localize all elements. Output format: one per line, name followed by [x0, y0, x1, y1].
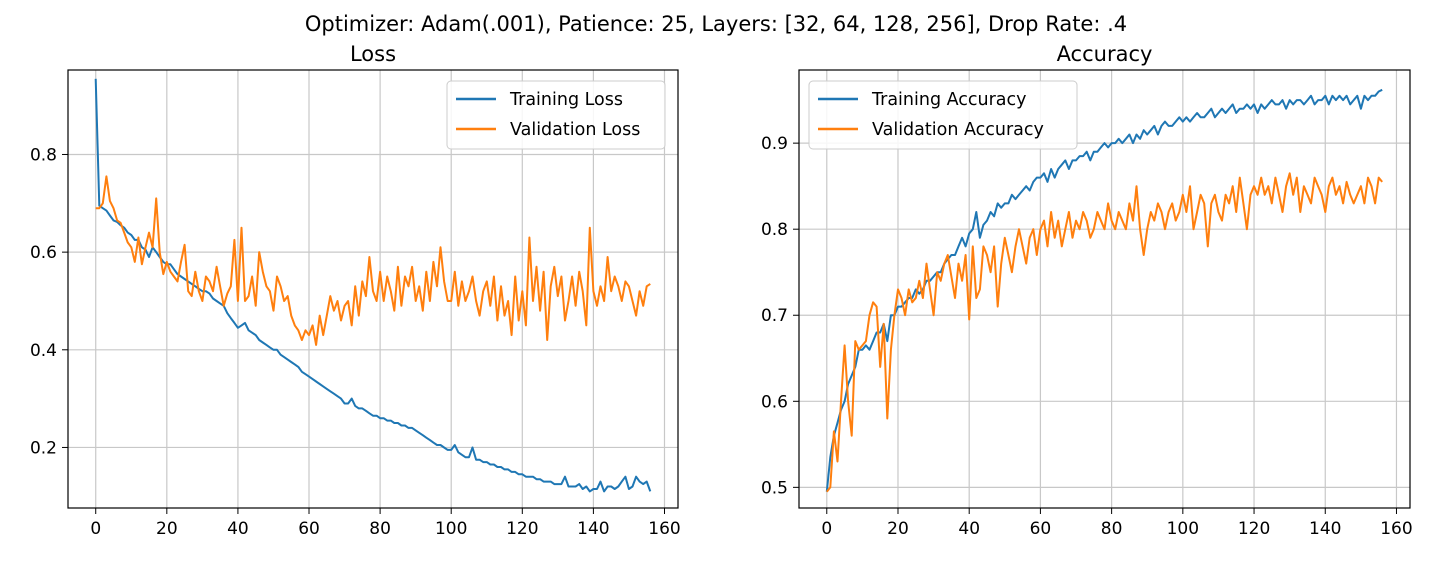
loss-y-tick-label: 0.2 — [30, 438, 57, 458]
loss-y-tick-label: 0.8 — [30, 145, 57, 165]
accuracy-x-tick-label: 0 — [821, 519, 832, 539]
loss-x-tick-label: 140 — [577, 519, 609, 539]
accuracy-x-tick-label: 160 — [1380, 519, 1412, 539]
loss-axes-frame — [67, 69, 679, 509]
loss-x-tick-label: 20 — [156, 519, 178, 539]
accuracy-y-tick-label: 0.5 — [761, 478, 788, 498]
accuracy-x-tick-label: 40 — [958, 519, 980, 539]
accuracy-x-tick-label: 100 — [1167, 519, 1199, 539]
accuracy-chart-title: Accuracy — [1057, 42, 1153, 66]
accuracy-y-tick-label: 0.7 — [761, 306, 788, 326]
loss-x-tick-label: 120 — [506, 519, 538, 539]
accuracy-x-tick-label: 140 — [1309, 519, 1341, 539]
loss-y-tick-label: 0.4 — [30, 341, 57, 361]
accuracy-x-tick-label: 80 — [1101, 519, 1123, 539]
accuracy-series-training-line — [825, 88, 1383, 492]
accuracy-legend-label: Training Accuracy — [871, 90, 1027, 110]
loss-legend: Training Loss Validation Loss — [446, 80, 666, 150]
loss-legend-label: Validation Loss — [510, 120, 640, 140]
loss-y-tick-label: 0.6 — [30, 243, 57, 263]
accuracy-x-tick-label: 120 — [1238, 519, 1270, 539]
loss-legend-label: Training Loss — [509, 90, 623, 110]
accuracy-subplot: Accuracy 0 20 40 60 80 100 120 140 160 0.5 0.6 0.7 0.… — [761, 42, 1413, 539]
loss-x-tick-label: 160 — [648, 519, 680, 539]
accuracy-x-tick-label: 20 — [887, 519, 909, 539]
loss-subplot: Loss 0 20 40 60 80 100 120 140 160 0.2 0.4 0.6 0.8 Tra… — [30, 42, 681, 539]
loss-x-tick-label: 0 — [90, 519, 101, 539]
accuracy-y-tick-label: 0.6 — [761, 392, 788, 412]
accuracy-legend: Training Accuracy Validation Accuracy — [808, 80, 1078, 150]
loss-x-tick-label: 80 — [369, 519, 391, 539]
accuracy-series-validation-line — [826, 172, 1383, 493]
accuracy-legend-box — [808, 80, 1078, 150]
accuracy-y-tick-label: 0.8 — [761, 220, 788, 240]
accuracy-legend-label: Validation Accuracy — [872, 120, 1044, 140]
loss-x-tick-label: 60 — [298, 519, 320, 539]
loss-series-validation-line — [95, 175, 651, 346]
accuracy-x-tick-label: 60 — [1030, 519, 1052, 539]
accuracy-y-tick-label: 0.9 — [761, 134, 788, 154]
loss-x-tick-label: 40 — [227, 519, 249, 539]
accuracy-axes-frame — [798, 69, 1411, 509]
loss-legend-box — [446, 80, 666, 150]
loss-x-tick-label: 100 — [435, 519, 467, 539]
loss-chart-title: Loss — [350, 42, 396, 66]
figure-suptitle: Optimizer: Adam(.001), Patience: 25, Lay… — [304, 12, 1128, 36]
